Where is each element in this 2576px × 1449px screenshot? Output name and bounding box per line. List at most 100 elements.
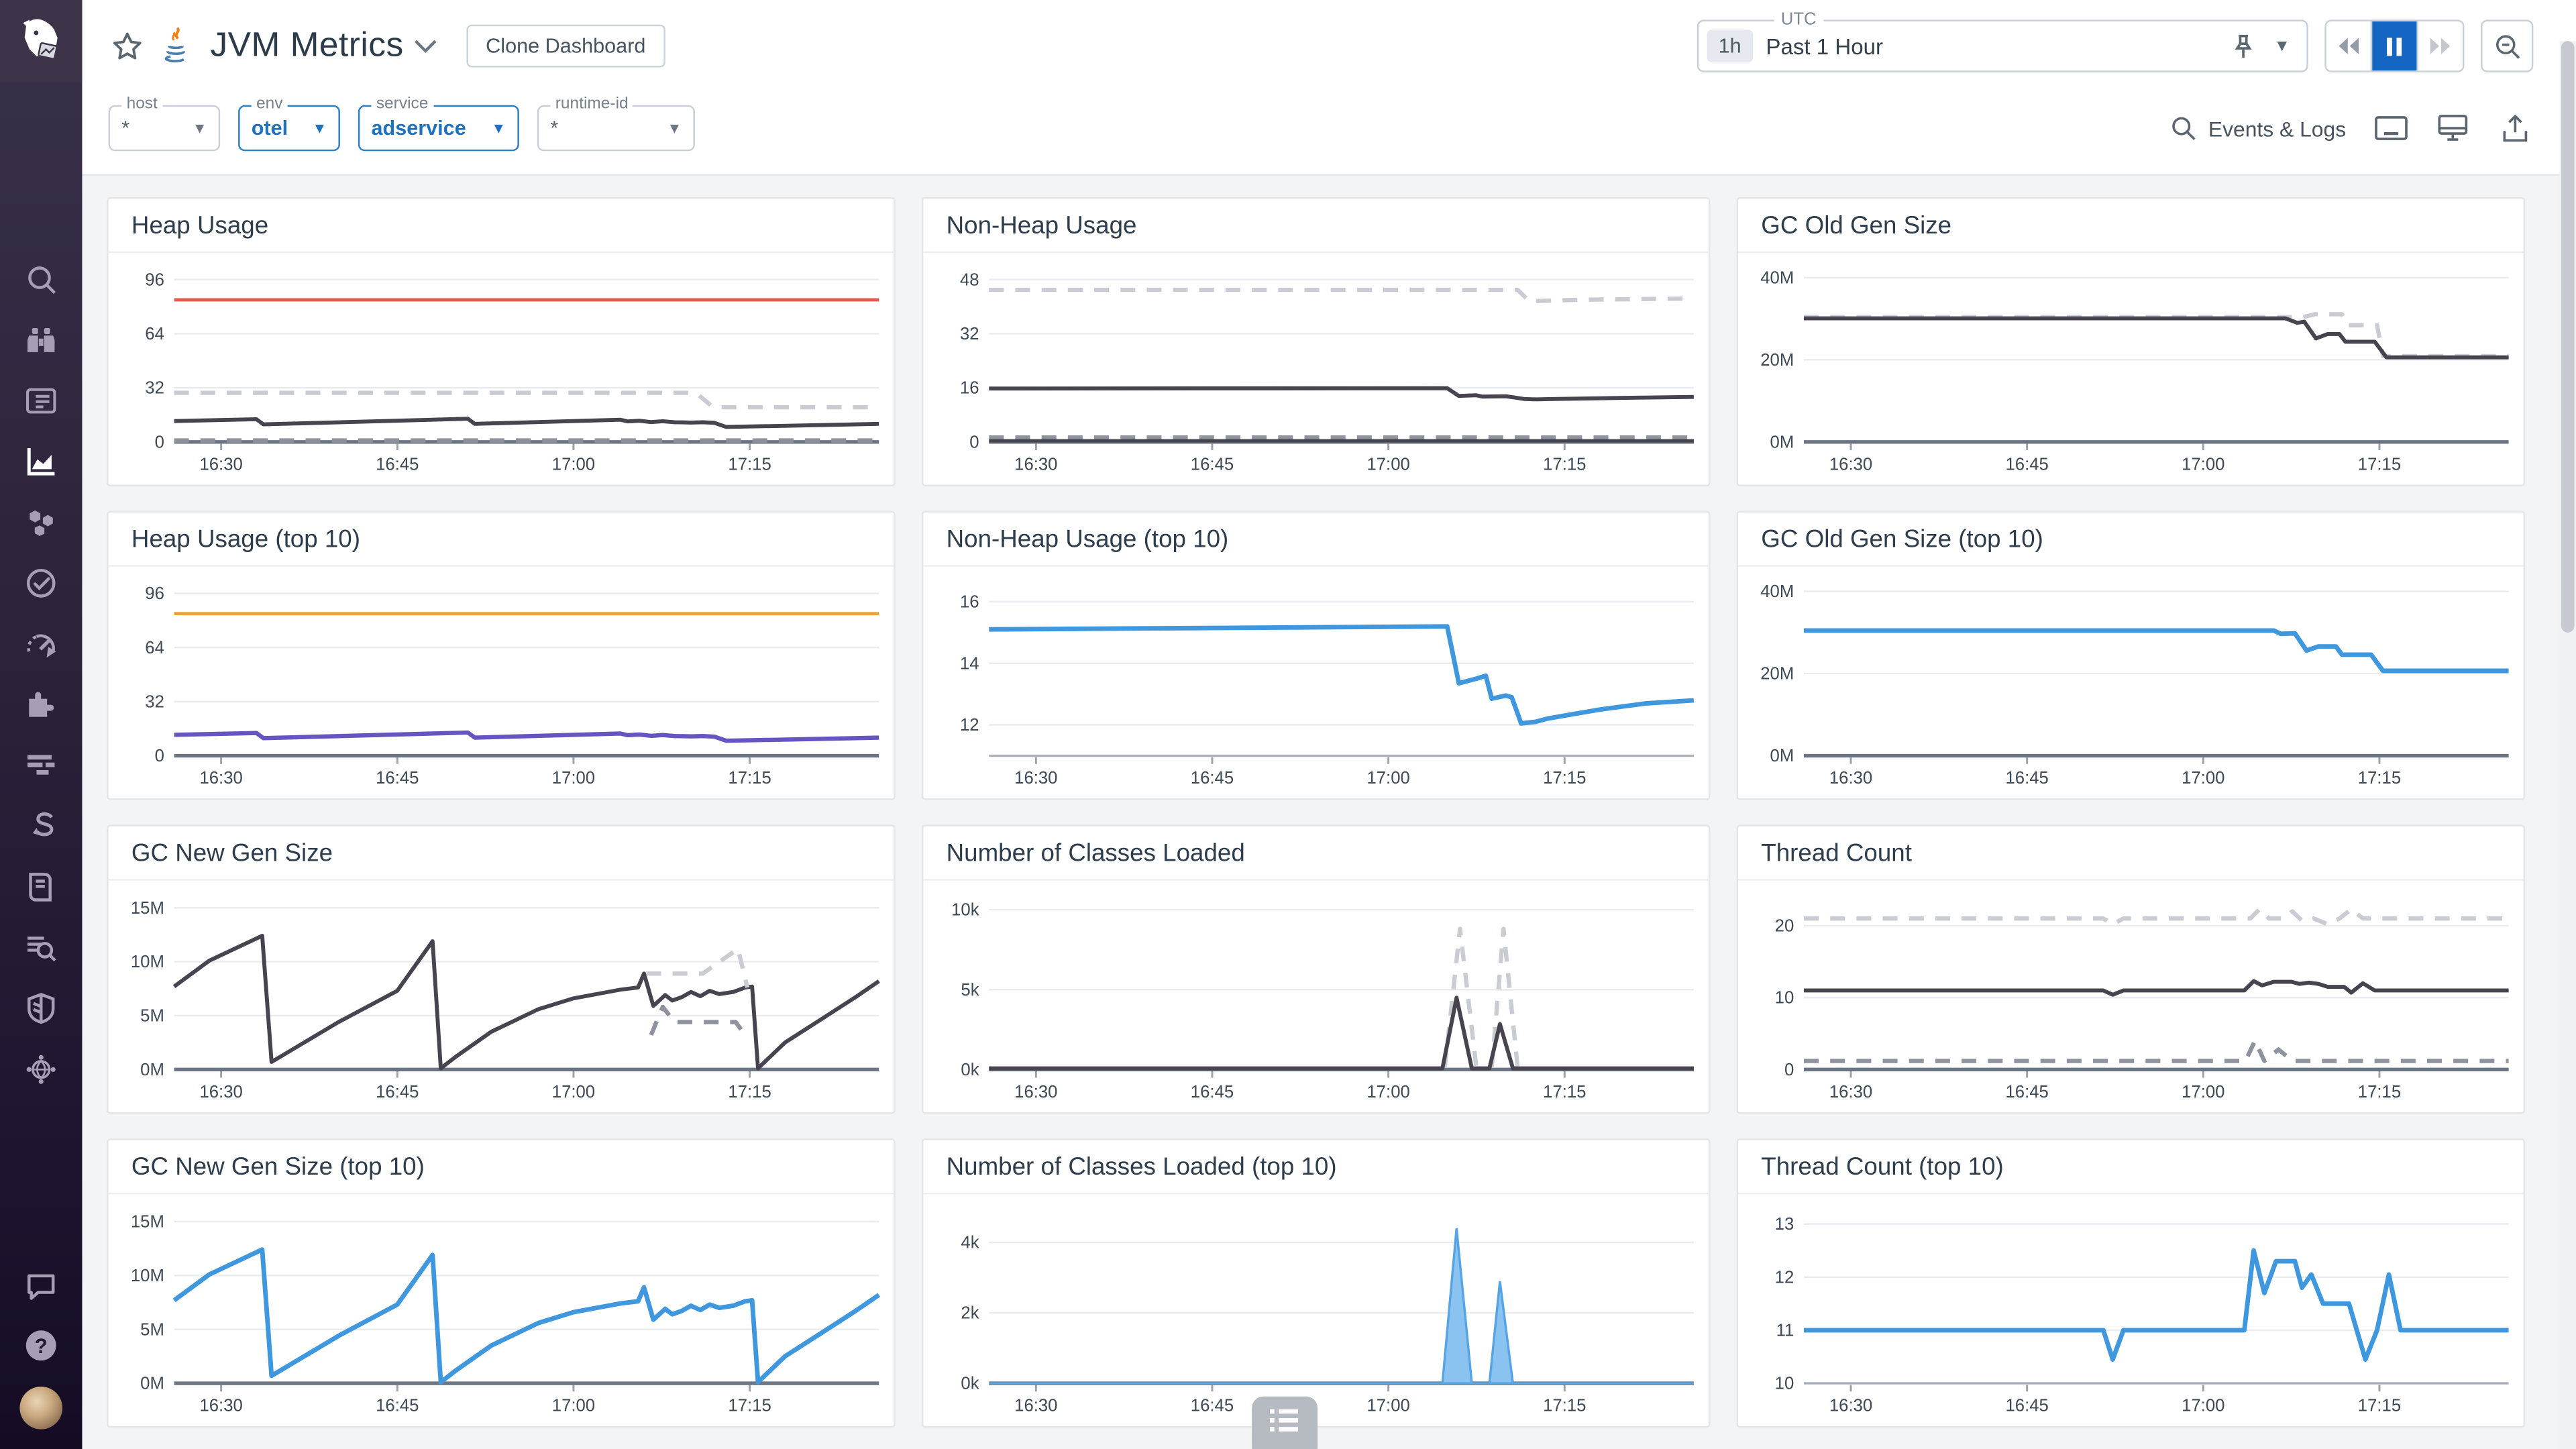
svg-text:10M: 10M — [131, 1267, 164, 1285]
header-row-title: JVM Metrics Clone Dashboard UTC 1h Past … — [82, 0, 2576, 92]
pause-button[interactable] — [2370, 21, 2417, 71]
panel-title: GC Old Gen Size — [1738, 199, 2524, 254]
panel-thread-count-top-10[interactable]: Thread Count (top 10) 10 11 12 13 16:30 16:45 1… — [1736, 1138, 2526, 1428]
panel-number-of-classes-loaded-top-10[interactable]: Number of Classes Loaded (top 10) 0k 2k 4k 1… — [921, 1138, 1711, 1428]
sidebar-item-notebooks[interactable] — [23, 869, 59, 906]
timeseries-plot[interactable]: 0 32 64 96 16:30 16:45 17:00 17:15 — [109, 567, 894, 800]
panel-number-of-classes-loaded[interactable]: Number of Classes Loaded 0k 5k 10k 16:30 16:4… — [921, 824, 1711, 1114]
panel-title: Number of Classes Loaded — [923, 826, 1709, 881]
zoom-out-button[interactable] — [2480, 19, 2534, 72]
favorite-star-icon[interactable] — [109, 28, 145, 64]
header-row-filters: host * ▼ env otel ▼ service adservice ▼ runtime-i… — [82, 92, 2576, 164]
panel-gc-new-gen-size-top-10[interactable]: GC New Gen Size (top 10) 0M 5M 10M 15M 16:30 1… — [107, 1138, 896, 1428]
svg-text:13: 13 — [1775, 1215, 1794, 1234]
timeseries-plot[interactable]: 10 11 12 13 16:30 16:45 17:00 17:15 — [1738, 1194, 2524, 1428]
sidebar-item-events[interactable] — [23, 383, 59, 419]
timeseries-plot[interactable]: 0M 20M 40M 16:30 16:45 17:00 17:15 — [1738, 253, 2524, 486]
widget-list-button[interactable] — [1252, 1396, 1318, 1449]
timeseries-plot[interactable]: 12 14 16 16:30 16:45 17:00 17:15 — [923, 567, 1709, 800]
template-variable-env[interactable]: env otel ▼ — [238, 95, 340, 152]
template-variable-service[interactable]: service adservice ▼ — [358, 95, 519, 152]
help-icon[interactable]: ? — [23, 1328, 59, 1364]
timeseries-plot[interactable]: 0 16 32 48 16:30 16:45 17:00 17:15 — [923, 253, 1709, 486]
panel-gc-old-gen-size[interactable]: GC Old Gen Size 0M 20M 40M 16:30 16:45 17:00 17… — [1736, 197, 2526, 486]
svg-text:17:00: 17:00 — [1366, 1397, 1409, 1415]
sidebar: ? — [0, 0, 83, 1449]
template-variable-host[interactable]: host * ▼ — [108, 95, 221, 152]
timeseries-plot[interactable]: 0M 5M 10M 15M 16:30 16:45 17:00 17:15 — [109, 1194, 894, 1428]
fast-forward-button[interactable] — [2416, 21, 2463, 71]
rewind-button[interactable] — [2326, 21, 2371, 71]
svg-text:0k: 0k — [961, 1375, 979, 1393]
time-range-picker[interactable]: UTC 1h Past 1 Hour ▼ — [1697, 9, 2308, 72]
svg-text:17:15: 17:15 — [2358, 769, 2401, 788]
filter-label: service — [371, 95, 433, 113]
svg-text:10k: 10k — [951, 901, 979, 920]
series-line-light-dashed — [174, 390, 879, 410]
scrollbar-thumb[interactable] — [2561, 41, 2575, 633]
sidebar-item-search[interactable] — [23, 261, 59, 297]
svg-text:16:30: 16:30 — [1014, 769, 1057, 788]
sidebar-item-watchdog[interactable] — [23, 322, 59, 358]
svg-text:16:45: 16:45 — [376, 1083, 419, 1102]
panel-title: Thread Count (top 10) — [1738, 1140, 2524, 1195]
clone-dashboard-button[interactable]: Clone Dashboard — [466, 24, 665, 68]
svg-text:0: 0 — [155, 747, 164, 765]
series-line-dark — [989, 386, 1694, 402]
series-line-dark — [989, 996, 1694, 1071]
svg-text:0M: 0M — [140, 1375, 164, 1393]
sidebar-item-network[interactable] — [23, 1051, 59, 1087]
user-avatar[interactable] — [19, 1386, 63, 1430]
filter-label: host — [121, 95, 163, 113]
timeseries-plot[interactable]: 0M 5M 10M 15M 16:30 16:45 17:00 17:15 — [109, 881, 894, 1114]
svg-text:0M: 0M — [140, 1061, 164, 1079]
time-caret-icon[interactable]: ▼ — [2273, 37, 2290, 56]
pin-icon[interactable] — [2224, 28, 2261, 64]
panel-thread-count[interactable]: Thread Count 0 10 20 16:30 16:45 17:00 17:15 — [1736, 824, 2526, 1114]
series-spike-prev-2 — [1489, 926, 1520, 1069]
sidebar-item-infrastructure[interactable] — [23, 504, 59, 541]
svg-text:16:30: 16:30 — [199, 1397, 242, 1415]
panel-title: Thread Count — [1738, 826, 2524, 881]
svg-text:32: 32 — [960, 325, 979, 343]
svg-text:17:15: 17:15 — [2358, 1397, 2401, 1415]
sidebar-item-logs[interactable] — [23, 930, 59, 966]
panel-title: Non-Heap Usage — [923, 199, 1709, 254]
panel-non-heap-usage-top-10[interactable]: Non-Heap Usage (top 10) 12 14 16 16:30 16:45 1… — [921, 511, 1711, 800]
timeseries-plot[interactable]: 0 10 20 16:30 16:45 17:00 17:15 — [1738, 881, 2524, 1114]
sidebar-item-monitors[interactable] — [23, 565, 59, 601]
svg-text:16:30: 16:30 — [1829, 1083, 1872, 1102]
timeseries-plot[interactable]: 0M 20M 40M 16:30 16:45 17:00 17:15 — [1738, 567, 2524, 800]
sidebar-item-dashboards[interactable] — [23, 443, 59, 480]
svg-text:32: 32 — [145, 379, 164, 398]
sidebar-item-metrics[interactable] — [23, 626, 59, 662]
sidebar-item-apm[interactable] — [23, 747, 59, 784]
events-logs-button[interactable]: Events & Logs — [2171, 115, 2346, 141]
template-variable-runtime-id[interactable]: runtime-id * ▼ — [537, 95, 695, 152]
sidebar-item-synthetics[interactable] — [23, 808, 59, 845]
keyboard-icon[interactable] — [2372, 110, 2408, 146]
series-line-light-dashed — [1803, 312, 2509, 359]
chat-icon[interactable] — [23, 1269, 59, 1305]
svg-text:17:00: 17:00 — [552, 1397, 595, 1415]
monitor-icon[interactable] — [2434, 110, 2471, 146]
sidebar-item-security[interactable] — [23, 991, 59, 1027]
title-caret-icon[interactable] — [413, 34, 436, 58]
panel-heap-usage-top-10[interactable]: Heap Usage (top 10) 0 32 64 96 16:30 16:45 17:0… — [107, 511, 896, 800]
share-icon[interactable] — [2497, 110, 2533, 146]
sidebar-item-integrations[interactable] — [23, 687, 59, 723]
datadog-logo-icon[interactable] — [0, 0, 83, 83]
panel-heap-usage[interactable]: Heap Usage 0 32 64 96 16:30 16:45 17:00 17:15 — [107, 197, 896, 486]
panel-gc-new-gen-size[interactable]: GC New Gen Size 0M 5M 10M 15M 16:30 16:45 17:00… — [107, 824, 896, 1114]
page-title[interactable]: JVM Metrics — [210, 26, 404, 64]
timeseries-plot[interactable]: 0 32 64 96 16:30 16:45 17:00 17:15 — [109, 253, 894, 486]
svg-text:0: 0 — [969, 433, 979, 451]
series-spike-prev-1 — [1442, 926, 1479, 1069]
svg-text:16:30: 16:30 — [1014, 1397, 1057, 1415]
panel-gc-old-gen-size-top-10[interactable]: GC Old Gen Size (top 10) 0M 20M 40M 16:30 16:… — [1736, 511, 2526, 800]
panel-non-heap-usage[interactable]: Non-Heap Usage 0 16 32 48 16:30 16:45 17:00 17:1… — [921, 197, 1711, 486]
svg-text:40M: 40M — [1760, 582, 1794, 601]
timeseries-plot[interactable]: 0k 5k 10k 16:30 16:45 17:00 17:15 — [923, 881, 1709, 1114]
timeseries-plot[interactable]: 0k 2k 4k 16:30 16:45 17:00 17:15 — [923, 1194, 1709, 1428]
widgets-grid: Heap Usage 0 32 64 96 16:30 16:45 17:00 17:15 Non… — [107, 197, 2526, 1428]
